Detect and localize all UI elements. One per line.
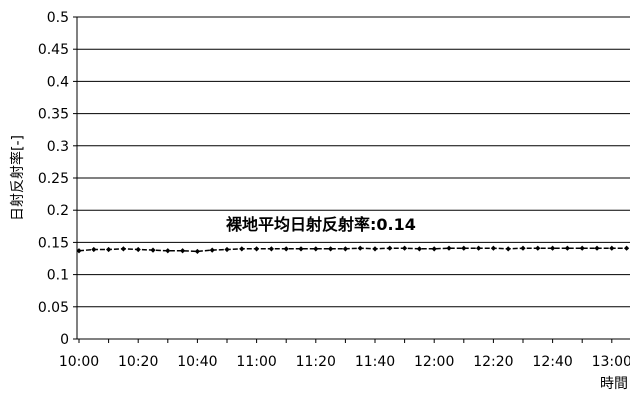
data-point	[490, 245, 496, 251]
data-point	[342, 246, 348, 252]
data-point	[476, 245, 482, 251]
data-point	[194, 248, 200, 255]
data-point	[254, 246, 260, 252]
data-point	[150, 247, 156, 253]
y-axis-label: 日射反射率[-]	[9, 135, 26, 221]
data-point	[505, 246, 511, 252]
data-point	[76, 248, 82, 254]
y-tick-label: 0.4	[47, 74, 69, 90]
y-tick-label: 0.45	[38, 42, 69, 58]
series-line	[78, 247, 627, 253]
x-tick-label: 12:20	[473, 354, 513, 370]
x-tick-labels: 10:00 10:20 10:40 11:00 11:20 11:40 12:00 12:20…	[59, 354, 630, 370]
data-point	[535, 245, 541, 251]
data-point	[357, 245, 363, 251]
data-point	[165, 248, 171, 254]
y-tick-label: 0.1	[47, 268, 69, 284]
data-point	[298, 246, 304, 252]
y-tick-labels: 0 0.05 0.1 0.15 0.2 0.25 0.3 0.35 0.4 0.45 0.5	[38, 10, 69, 348]
x-tick-label: 13:00	[592, 354, 630, 370]
data-point	[372, 246, 378, 252]
data-point	[239, 246, 245, 252]
y-tick-label: 0	[60, 332, 69, 348]
data-point	[91, 246, 97, 253]
x-tick-label: 11:20	[296, 354, 336, 370]
data-point	[106, 246, 112, 253]
data-point	[609, 245, 615, 251]
x-axis-label: 時間	[600, 376, 628, 392]
data-point	[268, 246, 274, 252]
y-tick-label: 0.2	[47, 203, 69, 219]
y-tick-label: 0.15	[38, 235, 69, 251]
x-tick-label: 10:00	[59, 354, 99, 370]
data-point	[283, 246, 289, 252]
series-group	[76, 245, 630, 255]
average-annotation: 裸地平均日射反射率:0.14	[226, 215, 416, 234]
data-point	[461, 245, 467, 251]
data-point	[579, 245, 585, 251]
data-point	[416, 246, 422, 252]
y-tick-label: 0.35	[38, 107, 69, 123]
data-point	[387, 245, 393, 251]
y-tick-label: 0.25	[38, 171, 69, 187]
data-point	[431, 246, 437, 252]
y-tick-label: 0.5	[47, 10, 69, 26]
data-point	[180, 248, 186, 254]
y-tick-label: 0.3	[47, 139, 69, 155]
data-point	[446, 245, 452, 251]
data-point	[120, 246, 126, 252]
x-tick-label: 11:40	[355, 354, 395, 370]
y-tick-label: 0.05	[38, 300, 69, 316]
data-point	[594, 245, 600, 251]
data-point	[224, 246, 230, 253]
data-point	[313, 246, 319, 252]
data-point	[550, 245, 556, 251]
x-tick-label: 11:00	[236, 354, 276, 370]
x-tick-label: 10:40	[177, 354, 217, 370]
x-tick-label: 10:20	[118, 354, 158, 370]
x-tick-label: 12:40	[532, 354, 572, 370]
axes	[73, 16, 630, 343]
data-point	[135, 246, 141, 253]
data-point	[624, 245, 630, 251]
data-point	[564, 245, 570, 251]
grid-lines	[77, 16, 630, 308]
data-point	[209, 247, 215, 253]
data-point	[328, 246, 334, 252]
data-point	[402, 245, 408, 251]
data-point	[520, 245, 526, 251]
x-tick-label: 12:00	[414, 354, 454, 370]
